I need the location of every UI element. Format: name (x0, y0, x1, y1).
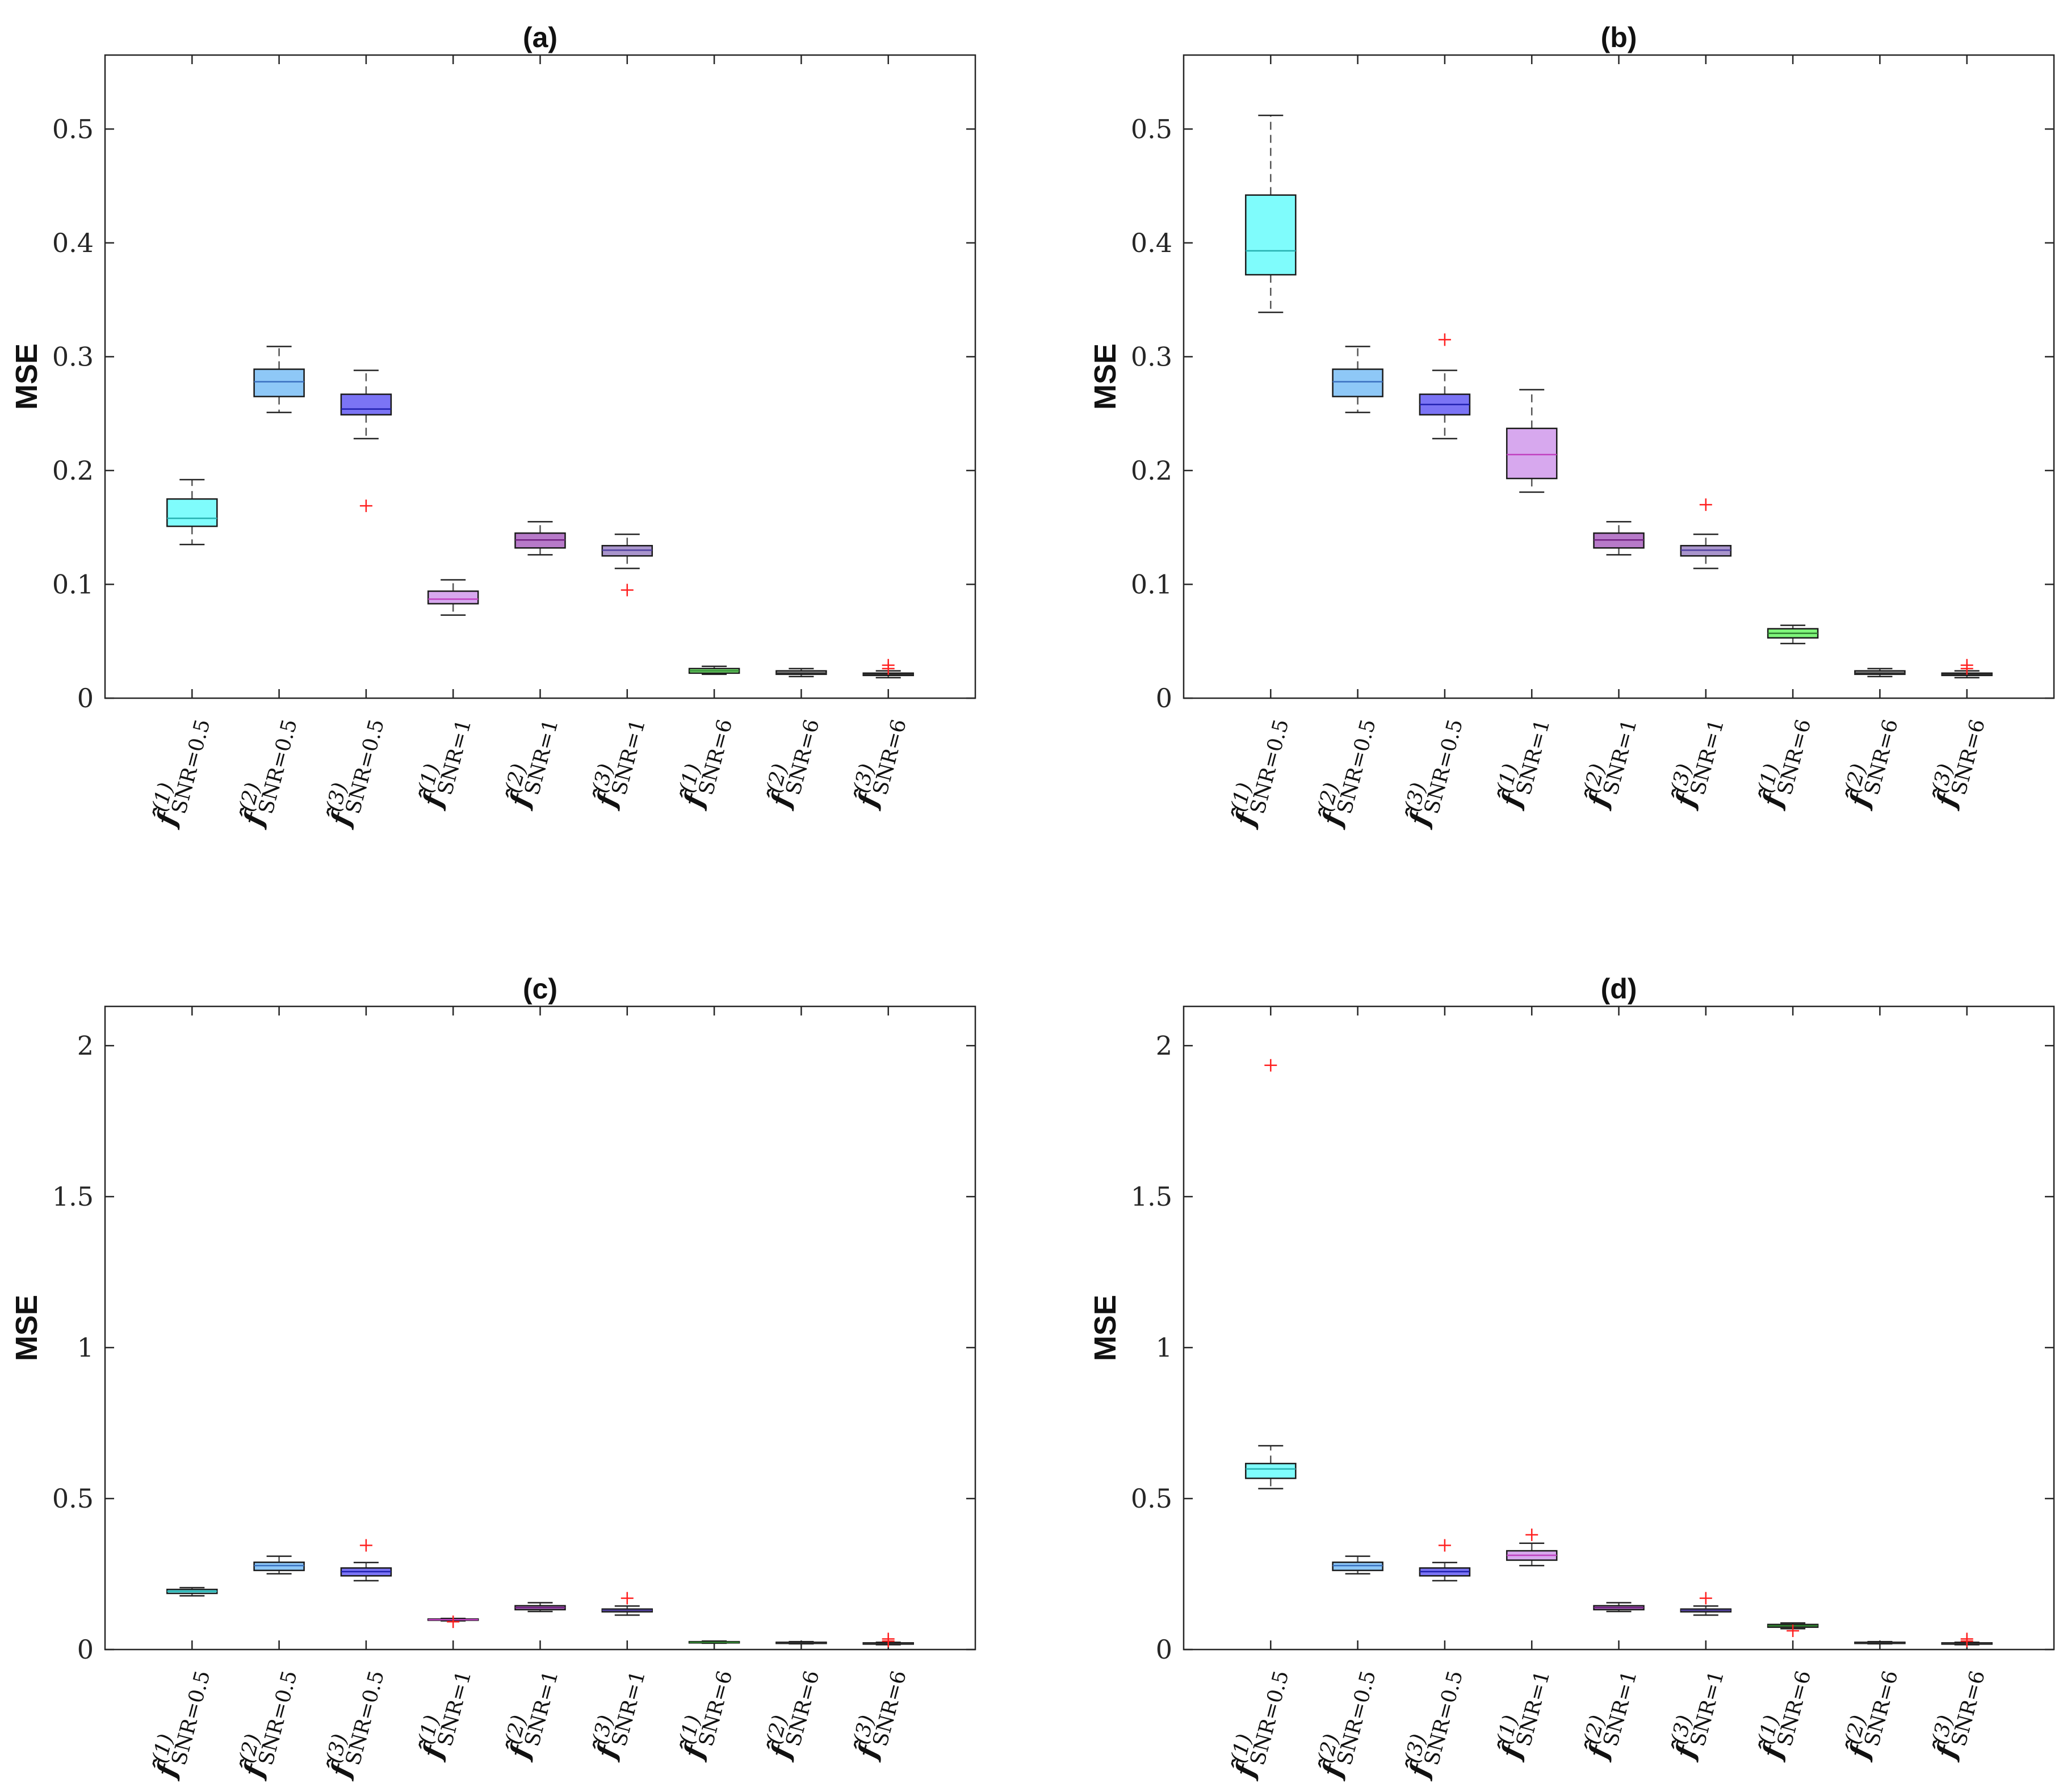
box-8 (1854, 1640, 1906, 1645)
box-6 (1680, 1592, 1732, 1616)
outlier-marker (882, 1635, 895, 1648)
y-tick-label: 0 (1156, 683, 1172, 714)
box-6 (601, 1592, 653, 1616)
box-7 (688, 1640, 740, 1644)
box-4 (427, 1615, 479, 1629)
y-tick-label: 2 (77, 1030, 94, 1061)
outlier-marker (359, 500, 372, 513)
outlier-marker (359, 1539, 372, 1552)
panel-title: (a) (523, 22, 557, 53)
y-tick-label: 0.5 (1131, 1483, 1172, 1514)
box-9 (862, 658, 914, 679)
box-body (427, 590, 479, 605)
box-9 (862, 1632, 914, 1648)
box-7 (688, 665, 740, 675)
box-5 (514, 521, 566, 556)
box-9 (1941, 658, 1993, 679)
box-3 (340, 370, 392, 513)
box-6 (1680, 498, 1732, 569)
panel-title: (c) (523, 973, 557, 1005)
y-axis-label: MSE (1088, 1295, 1122, 1361)
outlier-marker (1438, 1539, 1451, 1552)
y-tick-label: 0.4 (52, 228, 94, 258)
box-4 (1506, 1528, 1558, 1567)
outlier-marker (1787, 1625, 1800, 1638)
box-4 (427, 579, 479, 616)
y-axis-label: MSE (10, 343, 44, 410)
outlier-marker (1525, 1528, 1538, 1541)
y-tick-label: 0.3 (1131, 341, 1172, 372)
outlier-marker (1699, 1592, 1712, 1605)
box-9 (1941, 1632, 1993, 1648)
y-tick-label: 2 (1156, 1030, 1172, 1061)
y-axis-label: MSE (10, 1295, 44, 1361)
box-8 (775, 668, 827, 678)
y-tick-label: 1.5 (52, 1181, 94, 1212)
box-7 (1767, 624, 1819, 644)
outlier-marker (620, 584, 634, 597)
outlier-marker (882, 662, 895, 675)
box-2 (1332, 1555, 1383, 1575)
box-body (253, 1562, 305, 1571)
box-2 (1332, 346, 1383, 413)
y-tick-label: 0.5 (52, 1483, 94, 1514)
y-tick-label: 1.5 (1131, 1181, 1172, 1212)
y-tick-label: 1 (1156, 1332, 1172, 1363)
box-6 (601, 533, 653, 597)
panel-title: (b) (1601, 22, 1637, 53)
y-tick-label: 0.4 (1131, 228, 1172, 258)
panel-title: (d) (1601, 973, 1637, 1005)
box-body (166, 498, 218, 527)
y-tick-label: 0.5 (52, 114, 94, 144)
box-3 (340, 1539, 392, 1581)
box-body (1332, 1562, 1383, 1571)
box-body (1245, 194, 1297, 276)
box-1 (166, 479, 218, 545)
outlier-marker (1264, 1059, 1277, 1072)
y-tick-label: 0.2 (1131, 455, 1172, 486)
outlier-marker (1960, 1635, 1973, 1648)
box-body (253, 368, 305, 397)
box-4 (1506, 389, 1558, 493)
y-tick-label: 0.1 (1131, 569, 1172, 599)
box-body (1245, 1463, 1297, 1479)
y-tick-label: 1 (77, 1332, 94, 1363)
outlier-marker (620, 1592, 634, 1605)
outlier-marker (1699, 498, 1712, 511)
outlier-marker (447, 1615, 460, 1629)
box-1 (166, 1587, 218, 1597)
box-2 (253, 346, 305, 413)
box-3 (1419, 1539, 1471, 1581)
outlier-marker (1960, 662, 1973, 675)
outlier-marker (1438, 333, 1451, 346)
box-8 (1854, 668, 1906, 678)
box-5 (1593, 521, 1645, 556)
y-tick-label: 0 (77, 1634, 94, 1665)
y-tick-label: 0.3 (52, 341, 94, 372)
y-tick-label: 0.1 (52, 569, 94, 599)
box-3 (1419, 333, 1471, 440)
box-7 (1767, 1622, 1819, 1638)
box-body (1506, 427, 1558, 480)
box-1 (1245, 1059, 1297, 1489)
box-5 (514, 1602, 566, 1613)
box-body (340, 393, 392, 416)
box-1 (1245, 115, 1297, 313)
box-body (1332, 368, 1383, 397)
y-tick-label: 0.5 (1131, 114, 1172, 144)
box-2 (253, 1555, 305, 1575)
box-5 (1593, 1602, 1645, 1613)
y-tick-label: 0 (77, 683, 94, 714)
y-axis-label: MSE (1088, 343, 1122, 410)
y-tick-label: 0 (1156, 1634, 1172, 1665)
box-8 (775, 1640, 827, 1645)
y-tick-label: 0.2 (52, 455, 94, 486)
